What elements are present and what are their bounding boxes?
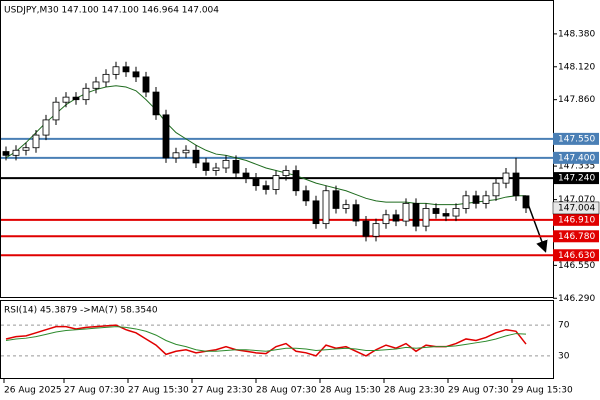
candle-body	[292, 170, 300, 192]
candle-body	[12, 149, 20, 156]
candle-body	[142, 76, 150, 93]
current-price-box	[552, 201, 600, 215]
candle-body	[472, 195, 480, 204]
level-label: 146.910	[558, 215, 595, 225]
y-tick-label: 148.380	[558, 29, 595, 39]
candle-body	[412, 202, 420, 227]
x-tick-label: 28 Aug 23:30	[384, 386, 445, 396]
y-tick-label: 146.550	[558, 261, 595, 271]
rsi-frame	[0, 300, 554, 379]
y-tick-label: 147.860	[558, 95, 595, 105]
candle-body	[502, 172, 510, 184]
candle-body	[232, 159, 240, 174]
candle-body	[402, 202, 410, 222]
main-frame	[0, 0, 554, 298]
candle-body	[392, 214, 400, 222]
level-label: 146.780	[558, 232, 595, 242]
candle-body	[42, 119, 50, 136]
rsi-line	[5, 326, 527, 352]
candle-body	[82, 87, 90, 101]
candle-body	[282, 170, 290, 176]
candle-body	[152, 91, 160, 116]
candle-body	[182, 149, 190, 154]
x-tick-label: 27 Aug 15:30	[128, 386, 189, 396]
level-label: 147.400	[558, 153, 595, 163]
current-price-label: 147.004	[558, 203, 595, 213]
candle-body	[372, 223, 380, 237]
candle-body	[422, 208, 430, 227]
candle-body	[382, 214, 390, 225]
candle-body	[432, 208, 440, 214]
candle-body	[312, 200, 320, 225]
candle-body	[122, 66, 130, 73]
candle-body	[342, 204, 350, 209]
y-tick-label: 148.120	[558, 62, 595, 72]
level-label-box	[553, 172, 599, 185]
candle-body	[442, 213, 450, 217]
candle-body	[172, 152, 180, 159]
candle-body	[492, 182, 500, 197]
candle-body	[22, 147, 30, 151]
level-label-box	[553, 132, 599, 145]
candle-body	[222, 159, 230, 169]
candle-body	[522, 195, 530, 209]
candle-body	[132, 71, 140, 78]
candle-body	[462, 195, 470, 209]
candle-body	[52, 101, 60, 121]
rsi-title: RSI(14) 45.3879 ->MA(7) 58.3540	[4, 306, 158, 316]
candle-body	[72, 96, 80, 101]
moving-average	[5, 85, 526, 206]
candle-body	[212, 167, 220, 171]
candle-body	[62, 96, 70, 103]
candle-body	[112, 66, 120, 75]
y-tick-label: 70	[558, 321, 570, 331]
level-label-box	[553, 151, 599, 164]
candle-body	[242, 172, 250, 179]
y-tick-label: 30	[558, 351, 570, 361]
candle-body	[512, 172, 520, 197]
candle-body	[2, 151, 10, 156]
candle-body	[262, 185, 270, 190]
x-tick-label: 29 Aug 07:30	[448, 386, 509, 396]
candle-body	[252, 177, 260, 187]
candle-body	[102, 73, 110, 83]
candle-body	[322, 190, 330, 225]
candle-body	[162, 114, 170, 159]
x-tick-label: 27 Aug 23:30	[192, 386, 253, 396]
candle-body	[272, 175, 280, 190]
chart-title: USDJPY,M30 147.100 147.100 146.964 147.0…	[4, 6, 219, 16]
candle-body	[32, 134, 40, 149]
candle-body	[452, 208, 460, 217]
candle-body	[92, 81, 100, 89]
candle-body	[362, 220, 370, 237]
level-label: 147.550	[558, 134, 595, 144]
level-label-box	[553, 230, 599, 243]
candle-body	[352, 204, 360, 222]
level-label: 147.240	[558, 174, 595, 184]
candle-body	[482, 195, 490, 204]
y-tick-label: 147.070	[558, 195, 595, 205]
y-tick-label: 147.335	[558, 162, 595, 172]
forecast-arrow	[527, 203, 548, 253]
level-label-box	[553, 213, 599, 226]
candle-body	[192, 149, 200, 164]
y-tick-label: 146.290	[558, 294, 595, 304]
x-tick-label: 28 Aug 07:30	[256, 386, 317, 396]
candle-body	[202, 162, 210, 171]
candle-body	[302, 190, 310, 202]
x-tick-label: 29 Aug 15:30	[512, 386, 573, 396]
level-label: 146.630	[558, 251, 595, 261]
candle-body	[332, 190, 340, 209]
x-tick-label: 26 Aug 2025	[4, 386, 62, 396]
level-label-box	[553, 249, 599, 262]
x-tick-label: 27 Aug 07:30	[64, 386, 125, 396]
x-tick-label: 28 Aug 15:30	[320, 386, 381, 396]
